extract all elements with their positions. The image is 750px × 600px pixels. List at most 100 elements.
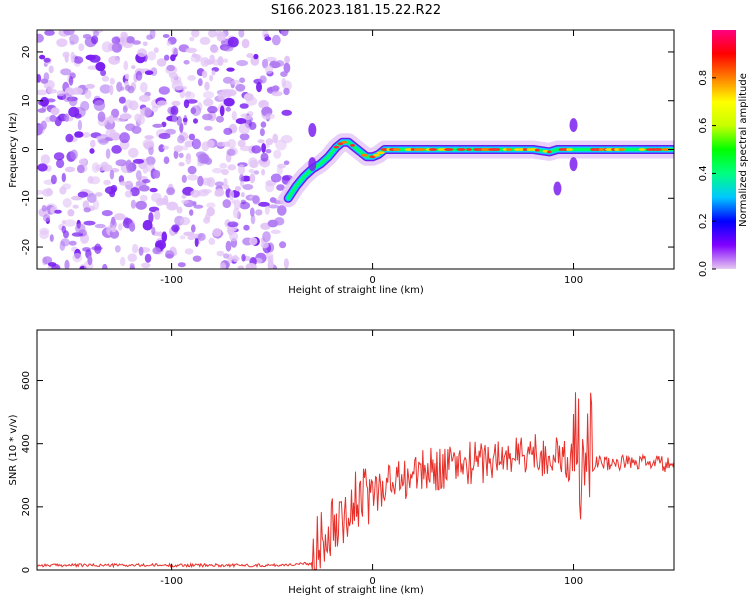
spectrogram-y-tick-label-4: 20 [21, 46, 32, 59]
noise-blob [138, 185, 150, 192]
noise-blob [220, 262, 227, 269]
snr-frame [36, 329, 675, 571]
snr-x-tick-label-1: 0 [369, 576, 375, 587]
snr-panel: -100 0 100 0 200 400 600 Height of straight li… [8, 329, 675, 596]
ridge-hotspot [618, 148, 626, 151]
noise-blob [103, 179, 111, 186]
noise-blob [125, 73, 130, 80]
noise-blob [207, 60, 214, 65]
ridge-hotspot [534, 148, 540, 152]
noise-blob [206, 202, 216, 208]
noise-blob [102, 263, 108, 269]
noise-blob [153, 47, 159, 53]
noise-blob [233, 199, 241, 211]
noise-blob [163, 156, 170, 164]
noise-blob [158, 144, 165, 153]
noise-blob [185, 90, 192, 97]
noise-blob [124, 99, 133, 109]
noise-blob [78, 43, 85, 52]
noise-blob [83, 207, 91, 213]
noise-blob [269, 61, 281, 69]
noise-blob [67, 209, 75, 217]
noise-blob [64, 113, 70, 122]
noise-blob [214, 181, 225, 187]
noise-blob [249, 173, 256, 184]
noise-blob [197, 78, 203, 87]
noise-blob [182, 117, 188, 123]
noise-blob [195, 151, 207, 159]
noise-blob [65, 133, 74, 143]
noise-blob [149, 30, 156, 40]
noise-blob [234, 186, 242, 192]
noise-blob [206, 177, 216, 188]
noise-blob [104, 116, 114, 123]
noise-blob [235, 118, 247, 125]
noise-blob [129, 222, 136, 232]
noise-blob [177, 135, 185, 144]
noise-blob [144, 253, 152, 263]
noise-blob [227, 164, 237, 171]
noise-blob [142, 166, 148, 174]
noise-blob [225, 240, 232, 252]
noise-blob [50, 107, 60, 116]
noise-blob [63, 30, 75, 36]
noise-blob [127, 85, 135, 94]
noise-blob [78, 158, 87, 165]
noise-blob [109, 219, 117, 229]
noise-blob [181, 199, 190, 204]
noise-blob [153, 169, 161, 179]
noise-blob [239, 77, 246, 83]
ridge-hotspot [392, 148, 401, 151]
noise-blob [70, 149, 78, 160]
noise-blob [54, 116, 62, 127]
noise-blob [93, 199, 100, 210]
noise-blob [184, 140, 194, 148]
noise-blob [230, 79, 241, 85]
noise-blob [248, 169, 255, 174]
noise-blob [238, 164, 245, 176]
noise-blob [204, 125, 213, 131]
noise-blob [171, 100, 181, 106]
noise-blob [50, 174, 57, 185]
ridge-hotspot [380, 148, 389, 151]
noise-blob [232, 254, 239, 263]
noise-blob [173, 145, 183, 153]
noise-blob [223, 58, 229, 63]
noise-blob [130, 187, 140, 197]
noise-blob [101, 210, 113, 217]
noise-blob [244, 115, 251, 120]
ridge-sidelobe [569, 118, 578, 133]
noise-blob [165, 64, 178, 75]
noise-blob [37, 74, 42, 83]
noise-blob [216, 115, 224, 123]
noise-blob [249, 237, 258, 246]
colorbar-tick-label-0: 0.0 [698, 261, 709, 277]
noise-blob [284, 55, 291, 64]
colorbar-tick-label-4: 0.8 [698, 70, 709, 86]
noise-blob [256, 81, 262, 93]
noise-blob [227, 224, 235, 236]
noise-region [37, 30, 293, 269]
noise-blob [204, 81, 210, 91]
noise-blob [274, 217, 285, 226]
noise-blob [245, 263, 257, 269]
noise-blob [281, 109, 293, 116]
noise-blob [199, 36, 211, 45]
noise-blob [166, 201, 178, 211]
noise-blob [157, 100, 168, 106]
ridge-hotspot [598, 148, 605, 151]
noise-blob [216, 250, 225, 257]
noise-blob [40, 96, 49, 107]
noise-blob [68, 240, 77, 246]
noise-blob [258, 201, 270, 207]
noise-blob [87, 255, 93, 266]
spectrogram-y-tick-label-0: -20 [21, 239, 32, 255]
noise-blob [259, 128, 265, 137]
noise-blob [258, 99, 269, 109]
noise-blob [164, 54, 170, 61]
noise-blob [37, 124, 43, 136]
noise-blob [214, 191, 224, 197]
noise-blob [210, 45, 219, 54]
noise-blob [195, 54, 201, 62]
noise-blob [114, 245, 121, 253]
